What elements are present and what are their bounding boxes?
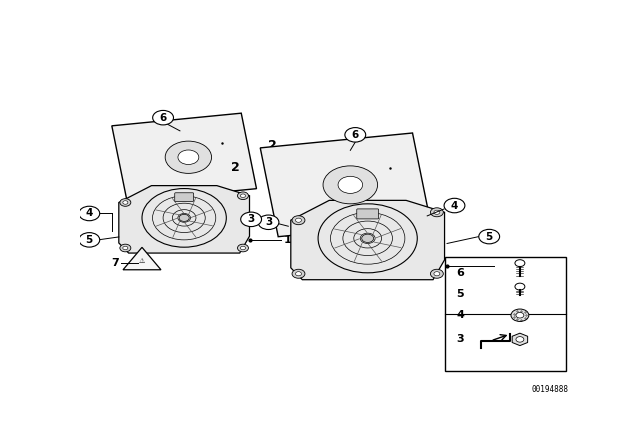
Circle shape — [296, 218, 301, 222]
Circle shape — [120, 244, 131, 252]
Text: 4: 4 — [86, 208, 93, 219]
Polygon shape — [119, 185, 250, 253]
Text: 1: 1 — [284, 235, 291, 245]
Circle shape — [79, 206, 100, 221]
Text: ⚠: ⚠ — [139, 258, 145, 264]
Circle shape — [444, 198, 465, 213]
Circle shape — [153, 110, 173, 125]
Text: 5: 5 — [486, 232, 493, 241]
Text: 6: 6 — [159, 112, 166, 123]
Circle shape — [323, 166, 378, 204]
Polygon shape — [123, 247, 161, 270]
Text: 5: 5 — [86, 235, 93, 245]
Text: 5: 5 — [456, 289, 464, 298]
Polygon shape — [291, 200, 445, 280]
Circle shape — [237, 192, 248, 199]
Circle shape — [120, 198, 131, 206]
Circle shape — [338, 177, 363, 194]
Text: 2: 2 — [231, 161, 240, 174]
Circle shape — [178, 150, 199, 164]
Circle shape — [516, 313, 524, 318]
Circle shape — [434, 271, 440, 276]
Circle shape — [431, 269, 444, 278]
Circle shape — [296, 271, 301, 276]
Polygon shape — [112, 113, 257, 201]
Circle shape — [479, 229, 500, 244]
Circle shape — [179, 214, 189, 221]
Text: 3: 3 — [248, 214, 255, 224]
Text: 1: 1 — [497, 263, 504, 273]
Text: 4: 4 — [456, 310, 465, 320]
Text: 7: 7 — [111, 258, 119, 268]
Polygon shape — [512, 333, 527, 345]
Text: 6: 6 — [351, 130, 359, 140]
Circle shape — [79, 233, 100, 247]
Circle shape — [434, 210, 440, 214]
Polygon shape — [260, 133, 431, 237]
Text: 3: 3 — [265, 217, 272, 227]
Circle shape — [241, 194, 246, 198]
Circle shape — [515, 260, 525, 267]
Circle shape — [237, 244, 248, 252]
Circle shape — [362, 234, 374, 242]
Circle shape — [241, 212, 262, 227]
Circle shape — [241, 246, 246, 250]
Circle shape — [123, 246, 128, 250]
Text: 2: 2 — [269, 139, 277, 152]
Circle shape — [258, 215, 279, 229]
Text: 3: 3 — [456, 334, 464, 345]
Circle shape — [515, 283, 525, 290]
Text: 00194888: 00194888 — [532, 384, 568, 393]
Circle shape — [345, 128, 365, 142]
Bar — [445, 257, 566, 371]
Circle shape — [511, 309, 529, 322]
Text: 6: 6 — [456, 268, 465, 278]
Circle shape — [431, 208, 444, 217]
Text: 4: 4 — [451, 201, 458, 211]
Circle shape — [123, 201, 128, 204]
Circle shape — [292, 269, 305, 278]
Circle shape — [292, 216, 305, 225]
Circle shape — [516, 336, 524, 342]
FancyBboxPatch shape — [175, 193, 193, 202]
FancyBboxPatch shape — [356, 209, 379, 219]
Circle shape — [165, 141, 212, 173]
